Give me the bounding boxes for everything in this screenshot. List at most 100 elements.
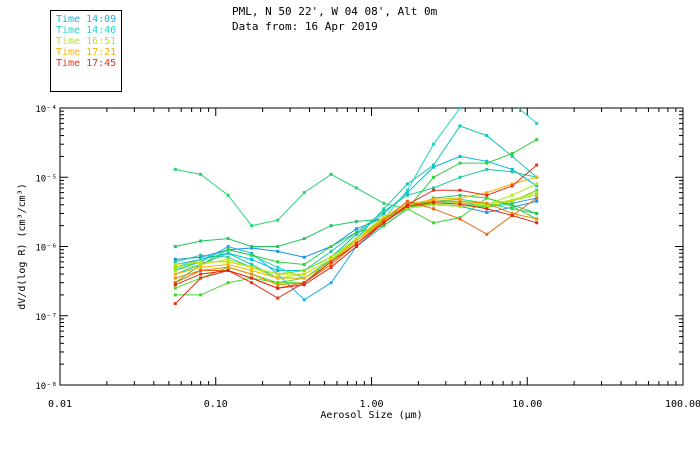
data-point xyxy=(226,281,230,285)
x-tick-label: 100.00 xyxy=(665,399,700,410)
data-point xyxy=(250,253,254,257)
data-point xyxy=(511,101,514,104)
data-point xyxy=(405,182,409,186)
data-point xyxy=(431,175,435,179)
data-point xyxy=(405,191,409,195)
data-point xyxy=(458,124,462,128)
data-point xyxy=(354,219,358,223)
data-point xyxy=(535,191,539,195)
data-point xyxy=(302,269,306,273)
data-point xyxy=(226,245,230,248)
data-point xyxy=(405,193,409,197)
date-header: Data from: 16 Apr 2019 xyxy=(232,20,378,33)
data-point xyxy=(173,269,177,273)
data-point xyxy=(302,191,306,195)
data-point xyxy=(329,257,333,261)
data-point xyxy=(354,232,358,236)
data-point xyxy=(226,193,230,197)
data-point xyxy=(354,230,358,234)
data-point xyxy=(354,186,358,190)
data-point xyxy=(173,281,177,285)
legend-entry-4: Time 17:21 xyxy=(56,47,117,58)
data-point xyxy=(250,246,254,250)
data-point xyxy=(458,202,462,206)
data-point xyxy=(276,286,280,290)
data-point xyxy=(173,286,177,290)
data-point xyxy=(173,245,177,248)
data-point xyxy=(276,276,280,280)
data-point xyxy=(510,182,514,186)
y-tick-label: 10⁻⁴ xyxy=(35,105,57,115)
data-point xyxy=(510,214,514,218)
data-point xyxy=(485,161,489,165)
data-point xyxy=(173,276,177,280)
data-point xyxy=(535,163,539,167)
data-point xyxy=(485,201,489,205)
data-point xyxy=(250,281,254,285)
data-point xyxy=(431,207,435,211)
data-point xyxy=(405,206,409,210)
data-point xyxy=(510,184,514,188)
data-point xyxy=(458,196,462,200)
data-point xyxy=(276,260,280,264)
data-point xyxy=(173,262,177,266)
data-point xyxy=(535,175,539,179)
data-point xyxy=(510,167,514,171)
data-point xyxy=(535,196,539,200)
data-point xyxy=(250,276,254,280)
data-point xyxy=(199,260,203,264)
data-point xyxy=(173,260,177,264)
data-point xyxy=(250,265,254,269)
data-point xyxy=(431,163,435,167)
data-point xyxy=(276,249,280,253)
legend-entry-3: Time 16:51 xyxy=(56,36,117,47)
data-point xyxy=(535,217,539,221)
data-point xyxy=(302,298,306,302)
data-point xyxy=(302,255,306,259)
data-point xyxy=(329,224,333,228)
legend-entry-1: Time 14:09 xyxy=(56,14,117,25)
data-point xyxy=(173,293,177,297)
data-point xyxy=(382,201,386,205)
data-point xyxy=(431,197,435,201)
data-point xyxy=(250,245,254,248)
data-point xyxy=(329,262,333,266)
data-point xyxy=(485,191,489,195)
data-point xyxy=(226,269,230,273)
axis-ticks xyxy=(59,107,684,386)
data-point xyxy=(382,215,386,219)
data-point xyxy=(302,272,306,276)
y-tick-label: 10⁻⁷ xyxy=(35,313,57,323)
legend-entry-2: Time 14:46 xyxy=(56,25,117,36)
data-point xyxy=(329,245,333,248)
data-point xyxy=(458,108,462,110)
data-point xyxy=(276,218,280,222)
data-point xyxy=(276,269,280,273)
data-point xyxy=(226,260,230,264)
y-axis-label: dV/d(log R) (cm³/cm³) xyxy=(17,183,28,309)
series-lines xyxy=(173,101,539,306)
y-tick-label: 10⁻⁶ xyxy=(35,244,57,254)
data-point xyxy=(199,269,203,273)
data-point xyxy=(302,276,306,280)
data-point xyxy=(431,203,435,207)
data-point xyxy=(405,188,409,192)
data-point xyxy=(510,207,514,211)
data-point xyxy=(354,239,358,243)
legend-entry-5: Time 17:45 xyxy=(56,58,117,69)
series-line-5 xyxy=(175,125,538,279)
data-point xyxy=(226,265,230,269)
data-point xyxy=(535,193,539,197)
data-point xyxy=(226,237,230,241)
data-point xyxy=(485,159,489,163)
data-point xyxy=(276,296,280,300)
data-point xyxy=(250,224,254,228)
data-point xyxy=(405,199,409,203)
data-point xyxy=(329,172,333,176)
data-point xyxy=(405,204,409,208)
legend: Time 14:09 Time 14:46 Time 16:51 Time 17… xyxy=(50,10,122,92)
data-point xyxy=(458,188,462,192)
data-point xyxy=(354,227,358,231)
